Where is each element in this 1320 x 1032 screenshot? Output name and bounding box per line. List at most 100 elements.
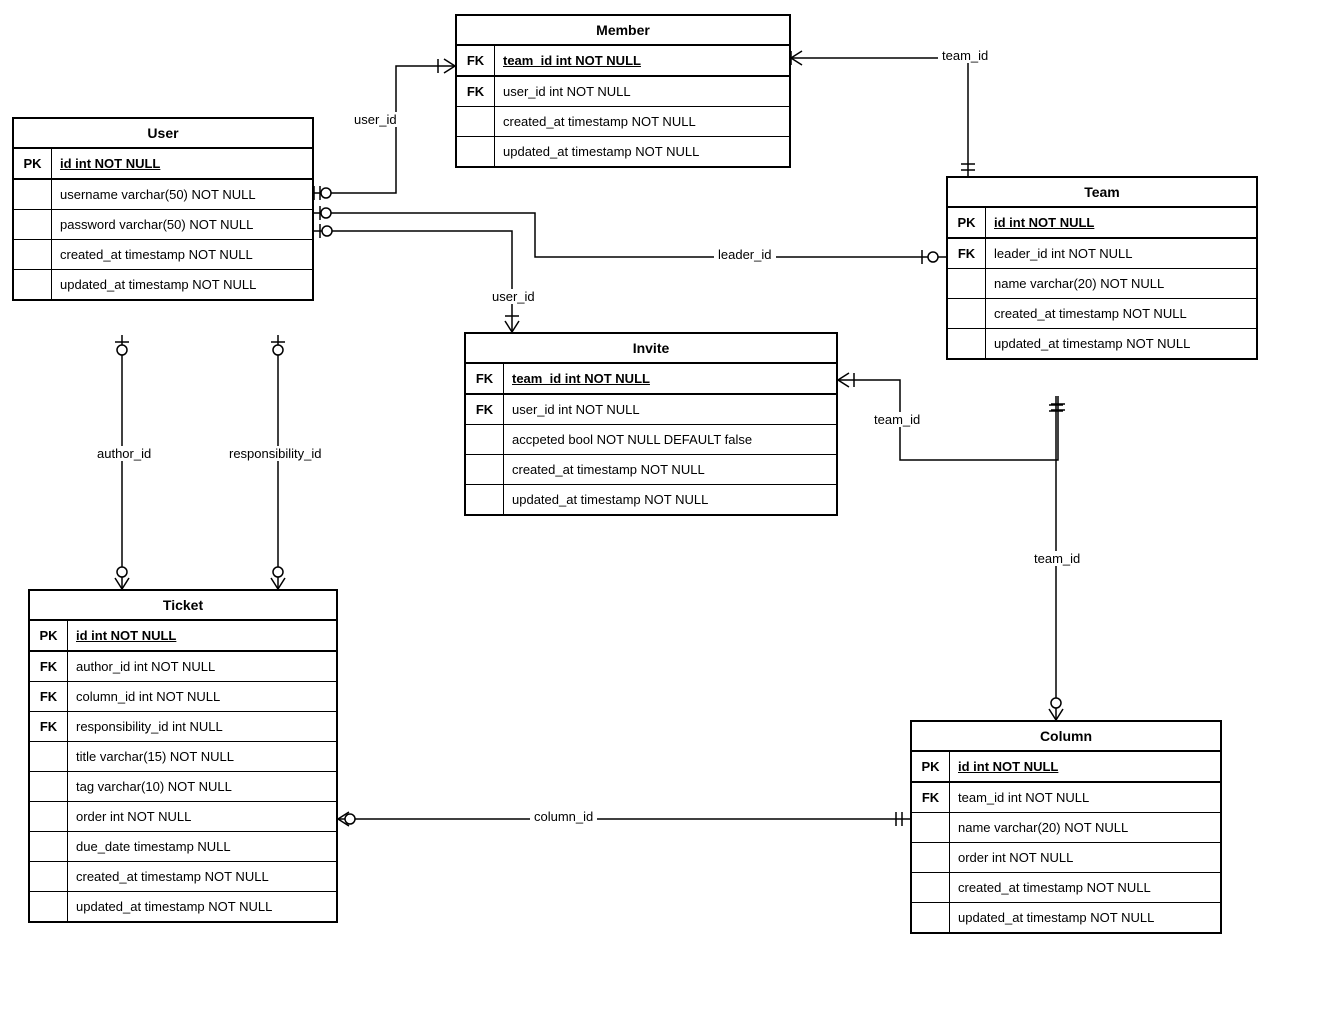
entity-member: MemberFKteam_id int NOT NULLFKuser_id in…: [455, 14, 791, 168]
relationship-label-invite-team: team_id: [870, 412, 924, 427]
entity-row: updated_at timestamp NOT NULL: [912, 903, 1220, 932]
entity-row: updated_at timestamp NOT NULL: [30, 892, 336, 921]
field-cell: updated_at timestamp NOT NULL: [504, 485, 836, 514]
entity-row: FKteam_id int NOT NULL: [457, 46, 789, 77]
key-cell: [948, 299, 986, 328]
entity-title: Invite: [466, 334, 836, 364]
field-cell: created_at timestamp NOT NULL: [52, 240, 312, 269]
entity-row: FKteam_id int NOT NULL: [466, 364, 836, 395]
key-cell: [14, 240, 52, 269]
entity-row: password varchar(50) NOT NULL: [14, 210, 312, 240]
relationship-label-user-ticket-author: author_id: [93, 446, 155, 461]
field-cell: leader_id int NOT NULL: [986, 239, 1256, 268]
key-cell: FK: [948, 239, 986, 268]
field-cell: order int NOT NULL: [68, 802, 336, 831]
key-cell: [30, 862, 68, 891]
relationship-label-team-column: team_id: [1030, 551, 1084, 566]
entity-row: updated_at timestamp NOT NULL: [457, 137, 789, 166]
entity-row: FKuser_id int NOT NULL: [466, 395, 836, 425]
field-cell: author_id int NOT NULL: [68, 652, 336, 681]
field-cell: password varchar(50) NOT NULL: [52, 210, 312, 239]
key-cell: FK: [30, 712, 68, 741]
field-cell: updated_at timestamp NOT NULL: [950, 903, 1220, 932]
entity-row: created_at timestamp NOT NULL: [14, 240, 312, 270]
field-cell: updated_at timestamp NOT NULL: [986, 329, 1256, 358]
key-cell: FK: [912, 783, 950, 812]
field-cell: created_at timestamp NOT NULL: [504, 455, 836, 484]
entity-row: updated_at timestamp NOT NULL: [948, 329, 1256, 358]
relationship-label-user-invite: user_id: [488, 289, 539, 304]
key-cell: FK: [466, 364, 504, 393]
field-cell: tag varchar(10) NOT NULL: [68, 772, 336, 801]
entity-row: created_at timestamp NOT NULL: [948, 299, 1256, 329]
key-cell: [30, 892, 68, 921]
relationship-label-user-ticket-responsibility: responsibility_id: [225, 446, 326, 461]
field-cell: column_id int NOT NULL: [68, 682, 336, 711]
key-cell: [466, 485, 504, 514]
key-cell: [466, 425, 504, 454]
key-cell: [14, 180, 52, 209]
entity-row: FKleader_id int NOT NULL: [948, 239, 1256, 269]
field-cell: updated_at timestamp NOT NULL: [68, 892, 336, 921]
entity-team: TeamPKid int NOT NULLFKleader_id int NOT…: [946, 176, 1258, 360]
field-cell: user_id int NOT NULL: [504, 395, 836, 424]
key-cell: [912, 813, 950, 842]
key-cell: [457, 107, 495, 136]
field-cell: team_id int NOT NULL: [950, 783, 1220, 812]
entity-row: username varchar(50) NOT NULL: [14, 180, 312, 210]
entity-row: created_at timestamp NOT NULL: [466, 455, 836, 485]
key-cell: [912, 903, 950, 932]
entity-row: FKauthor_id int NOT NULL: [30, 652, 336, 682]
key-cell: PK: [30, 621, 68, 650]
key-cell: [948, 329, 986, 358]
key-cell: FK: [466, 395, 504, 424]
field-cell: user_id int NOT NULL: [495, 77, 789, 106]
entity-row: tag varchar(10) NOT NULL: [30, 772, 336, 802]
field-cell: order int NOT NULL: [950, 843, 1220, 872]
entity-row: name varchar(20) NOT NULL: [912, 813, 1220, 843]
entity-row: updated_at timestamp NOT NULL: [466, 485, 836, 514]
field-cell: updated_at timestamp NOT NULL: [495, 137, 789, 166]
key-cell: FK: [457, 46, 495, 75]
relationship-label-user-team-leader: leader_id: [714, 247, 776, 262]
entity-row: FKresponsibility_id int NULL: [30, 712, 336, 742]
entity-row: order int NOT NULL: [912, 843, 1220, 873]
entity-row: PKid int NOT NULL: [948, 208, 1256, 239]
relationship-label-user-member: user_id: [350, 112, 401, 127]
key-cell: [30, 742, 68, 771]
entity-row: accpeted bool NOT NULL DEFAULT false: [466, 425, 836, 455]
key-cell: [912, 873, 950, 902]
field-cell: id int NOT NULL: [950, 752, 1220, 781]
field-cell: created_at timestamp NOT NULL: [950, 873, 1220, 902]
field-cell: name varchar(20) NOT NULL: [950, 813, 1220, 842]
relationship-label-ticket-column: column_id: [530, 809, 597, 824]
entity-row: due_date timestamp NULL: [30, 832, 336, 862]
entity-title: Member: [457, 16, 789, 46]
entity-row: PKid int NOT NULL: [912, 752, 1220, 783]
field-cell: username varchar(50) NOT NULL: [52, 180, 312, 209]
entity-row: created_at timestamp NOT NULL: [912, 873, 1220, 903]
key-cell: [948, 269, 986, 298]
field-cell: responsibility_id int NULL: [68, 712, 336, 741]
key-cell: [30, 832, 68, 861]
key-cell: [30, 802, 68, 831]
relationship-label-member-team: team_id: [938, 48, 992, 63]
key-cell: FK: [30, 652, 68, 681]
entity-row: name varchar(20) NOT NULL: [948, 269, 1256, 299]
key-cell: [14, 270, 52, 299]
field-cell: team_id int NOT NULL: [495, 46, 789, 75]
field-cell: created_at timestamp NOT NULL: [986, 299, 1256, 328]
entity-row: FKteam_id int NOT NULL: [912, 783, 1220, 813]
field-cell: title varchar(15) NOT NULL: [68, 742, 336, 771]
key-cell: FK: [30, 682, 68, 711]
entity-title: User: [14, 119, 312, 149]
key-cell: PK: [14, 149, 52, 178]
entity-row: created_at timestamp NOT NULL: [457, 107, 789, 137]
entity-invite: InviteFKteam_id int NOT NULLFKuser_id in…: [464, 332, 838, 516]
entity-row: order int NOT NULL: [30, 802, 336, 832]
key-cell: [912, 843, 950, 872]
entity-row: FKcolumn_id int NOT NULL: [30, 682, 336, 712]
entity-user: UserPKid int NOT NULLusername varchar(50…: [12, 117, 314, 301]
entity-row: PKid int NOT NULL: [14, 149, 312, 180]
entity-row: PKid int NOT NULL: [30, 621, 336, 652]
